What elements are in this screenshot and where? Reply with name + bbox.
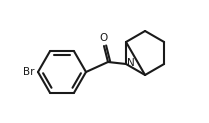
Text: O: O — [99, 33, 107, 43]
Text: N: N — [127, 58, 135, 68]
Text: Br: Br — [23, 67, 35, 77]
